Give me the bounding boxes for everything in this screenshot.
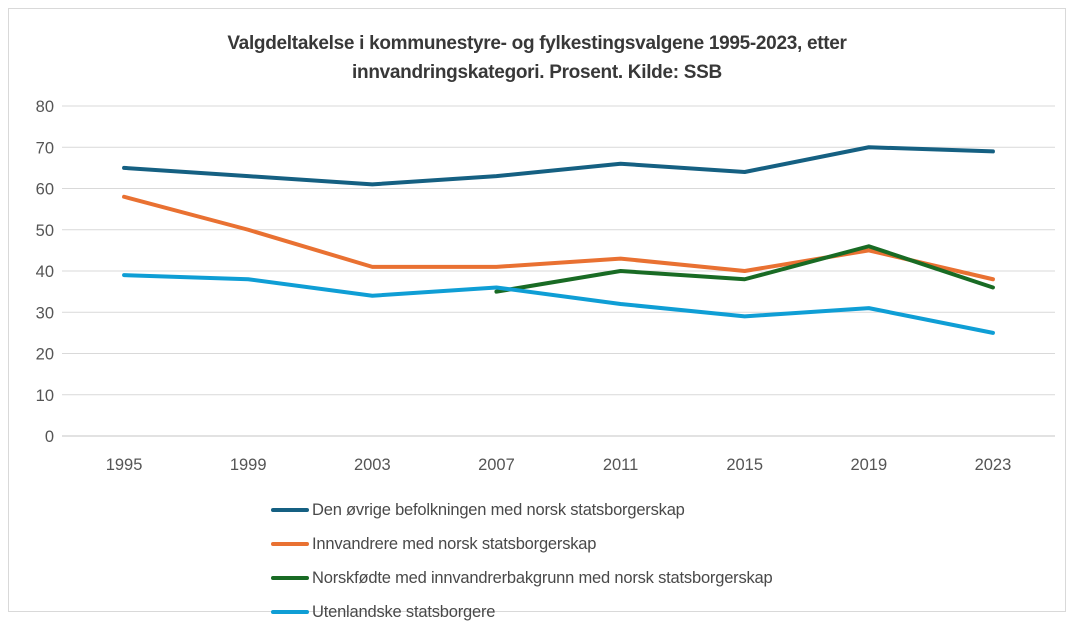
x-tick-label-2003: 2003	[354, 456, 391, 474]
chart-title: Valgdeltakelse i kommunestyre- og fylkes…	[9, 29, 1065, 87]
legend-swatch-3	[271, 575, 309, 581]
y-tick-label-50: 50	[36, 222, 54, 240]
legend-label-4: Utenlandske statsborgere	[312, 602, 496, 621]
line-chart-plot-area: 0 10 20 30 40 50 60 70 80 1995 1999 2003 2007 2011 201…	[36, 98, 1055, 474]
y-tick-label-10: 10	[36, 387, 54, 405]
y-tick-label-70: 70	[36, 139, 54, 157]
legend-label-3: Norskfødte med innvandrerbakgrunn med no…	[312, 568, 773, 587]
x-tick-label-1995: 1995	[106, 456, 143, 474]
legend-item-2: Innvandrere med norsk statsborgerskap	[271, 527, 773, 561]
legend-label-2: Innvandrere med norsk statsborgerskap	[312, 534, 597, 553]
x-tick-label-2023: 2023	[975, 456, 1012, 474]
y-tick-label-60: 60	[36, 181, 54, 199]
legend-item-1: Den øvrige befolkningen med norsk statsb…	[271, 493, 773, 527]
legend-swatch-2	[271, 541, 309, 547]
series-line-2	[122, 194, 995, 282]
y-tick-label-0: 0	[45, 428, 54, 446]
x-tick-label-2011: 2011	[603, 456, 638, 474]
legend-item-4: Utenlandske statsborgere	[271, 595, 773, 629]
y-tick-label-80: 80	[36, 98, 54, 116]
x-tick-label-2015: 2015	[726, 456, 763, 474]
x-tick-label-2019: 2019	[850, 456, 887, 474]
legend-swatch-4	[271, 609, 309, 615]
legend-swatch-1	[271, 507, 309, 513]
legend-label-1: Den øvrige befolkningen med norsk statsb…	[312, 500, 685, 519]
x-tick-label-2007: 2007	[478, 456, 515, 474]
y-tick-label-40: 40	[36, 263, 54, 281]
chart-frame: Valgdeltakelse i kommunestyre- og fylkes…	[8, 8, 1066, 621]
legend-item-3: Norskfødte med innvandrerbakgrunn med no…	[271, 561, 773, 595]
chart-legend: Den øvrige befolkningen med norsk statsb…	[271, 493, 773, 629]
chart-title-line-1: Valgdeltakelse i kommunestyre- og fylkes…	[227, 33, 847, 54]
series-line-4	[122, 273, 995, 335]
chart-title-line-2: innvandringskategori. Prosent. Kilde: SS…	[352, 62, 722, 83]
y-tick-label-20: 20	[36, 346, 54, 364]
y-tick-label-30: 30	[36, 304, 54, 322]
series-line-3	[494, 244, 995, 294]
x-tick-label-1999: 1999	[230, 456, 267, 474]
series-line-1	[122, 145, 995, 187]
